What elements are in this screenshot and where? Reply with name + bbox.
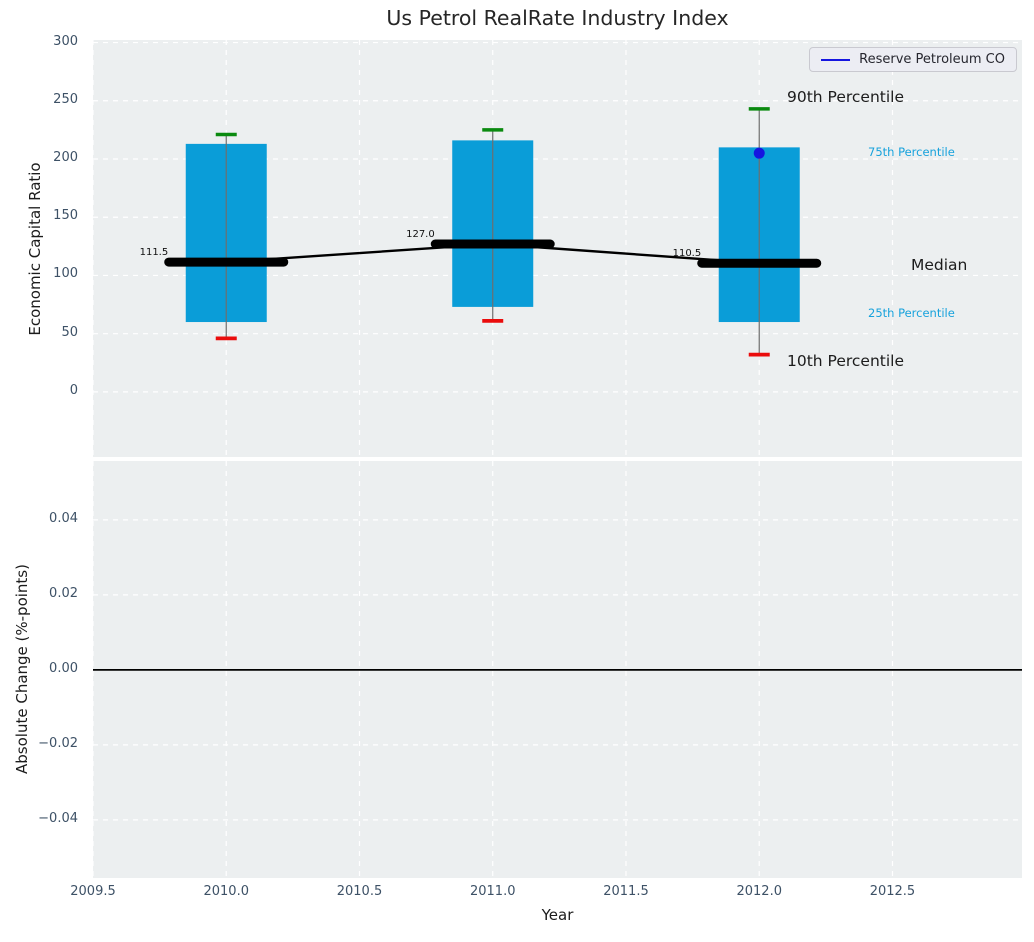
- y-tick-label: 150: [53, 208, 78, 223]
- annotation-75th-percentile: 75th Percentile: [868, 145, 955, 159]
- y-tick-label: 0: [70, 383, 78, 398]
- y-tick-label: −0.04: [38, 811, 78, 826]
- annotation-90th-percentile: 90th Percentile: [787, 88, 904, 106]
- x-tick-label: 2010.5: [337, 884, 383, 899]
- annotation-10th-percentile: 10th Percentile: [787, 352, 904, 370]
- y-tick-label: 0.00: [49, 661, 78, 676]
- median-value-label: 110.5: [673, 248, 702, 259]
- y-tick-label: 100: [53, 266, 78, 281]
- x-tick-label: 2011.5: [603, 884, 649, 899]
- median-value-label: 111.5: [140, 247, 169, 258]
- x-tick-label: 2009.5: [70, 884, 116, 899]
- y-tick-label: 0.04: [49, 511, 78, 526]
- x-tick-label: 2012.0: [736, 884, 782, 899]
- bottom-y-axis-label: Absolute Change (%-points): [13, 524, 31, 814]
- x-tick-labels: 2009.52010.02010.52011.02011.52012.02012…: [93, 884, 1022, 904]
- y-tick-label: 300: [53, 34, 78, 49]
- figure: Us Petrol RealRate Industry Index 111.51…: [0, 0, 1034, 942]
- top-plot-area: 111.5 127.0 110.5 Reserve Petroleum CO 90t…: [93, 40, 1022, 457]
- legend-label: Reserve Petroleum CO: [859, 52, 1005, 67]
- y-tick-label: −0.02: [38, 736, 78, 751]
- x-tick-label: 2012.5: [870, 884, 916, 899]
- y-tick-label: 0.02: [49, 586, 78, 601]
- y-tick-label: 200: [53, 150, 78, 165]
- top-y-axis-label: Economic Capital Ratio: [26, 119, 44, 379]
- y-tick-label: 50: [61, 325, 78, 340]
- median-value-label: 127.0: [406, 229, 435, 240]
- x-axis-label: Year: [93, 906, 1022, 924]
- legend-line-icon: [821, 59, 850, 61]
- company-marker-dot: [754, 148, 765, 159]
- bottom-plot-svg: [93, 461, 1022, 878]
- bottom-plot-area: [93, 461, 1022, 878]
- annotation-median: Median: [911, 256, 967, 274]
- x-tick-label: 2010.0: [203, 884, 249, 899]
- chart-title: Us Petrol RealRate Industry Index: [93, 6, 1022, 30]
- legend: Reserve Petroleum CO: [809, 47, 1017, 72]
- annotation-25th-percentile: 25th Percentile: [868, 306, 955, 320]
- y-tick-label: 250: [53, 92, 78, 107]
- x-tick-label: 2011.0: [470, 884, 516, 899]
